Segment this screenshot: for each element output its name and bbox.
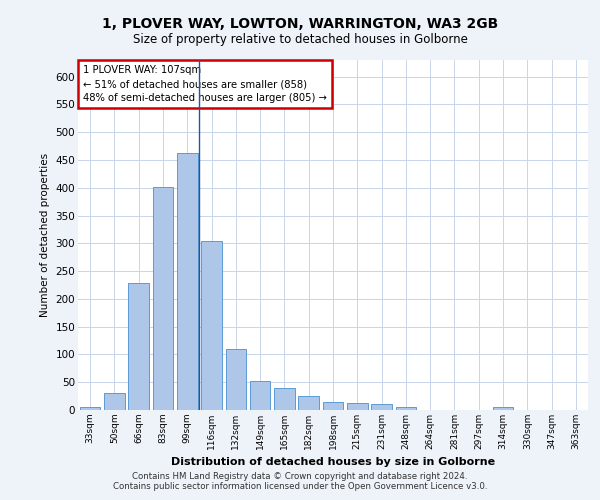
Bar [323,402,343,410]
Bar [298,396,319,410]
Text: Contains HM Land Registry data © Crown copyright and database right 2024.: Contains HM Land Registry data © Crown c… [132,472,468,481]
Bar [177,153,197,410]
Bar [80,407,100,410]
Bar [493,407,514,410]
Bar [274,388,295,410]
Text: 1, PLOVER WAY, LOWTON, WARRINGTON, WA3 2GB: 1, PLOVER WAY, LOWTON, WARRINGTON, WA3 2… [102,18,498,32]
Text: Size of property relative to detached houses in Golborne: Size of property relative to detached ho… [133,32,467,46]
Text: Contains public sector information licensed under the Open Government Licence v3: Contains public sector information licen… [113,482,487,491]
Bar [395,406,416,410]
Bar [371,404,392,410]
Text: 1 PLOVER WAY: 107sqm
← 51% of detached houses are smaller (858)
48% of semi-deta: 1 PLOVER WAY: 107sqm ← 51% of detached h… [83,66,327,104]
X-axis label: Distribution of detached houses by size in Golborne: Distribution of detached houses by size … [171,458,495,468]
Y-axis label: Number of detached properties: Number of detached properties [40,153,50,317]
Bar [250,380,271,410]
Bar [128,284,149,410]
Bar [226,349,246,410]
Bar [201,240,222,410]
Bar [347,404,368,410]
Bar [152,186,173,410]
Bar [104,394,125,410]
